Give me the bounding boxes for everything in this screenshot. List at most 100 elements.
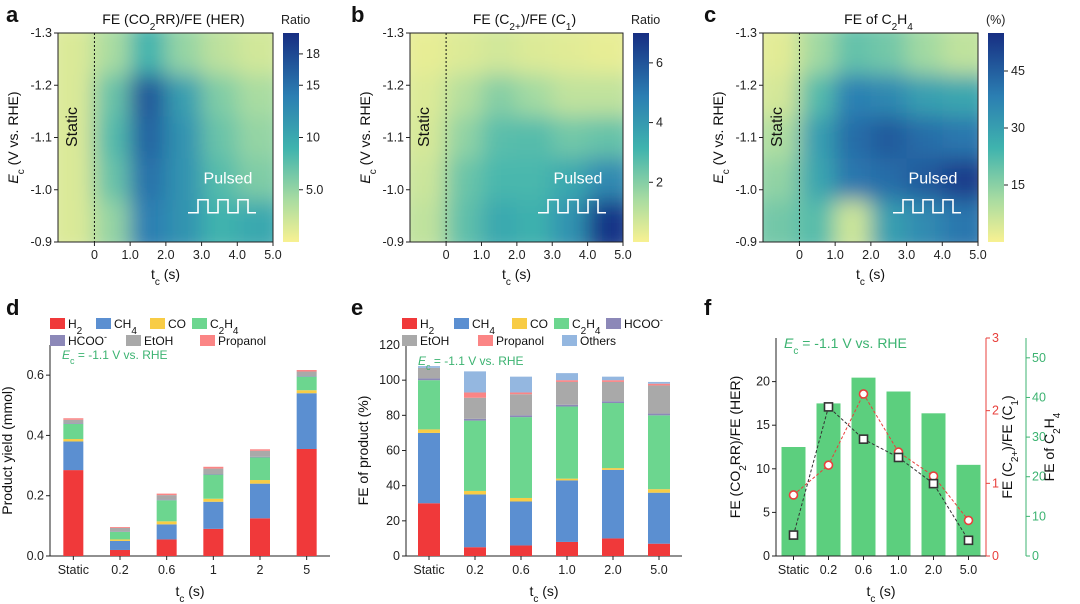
heatmap-cell <box>201 33 239 76</box>
co2rr-her-ratio-marker <box>823 402 834 412</box>
heatmap-cell <box>237 33 273 76</box>
bar-segment <box>203 501 224 529</box>
heatmap-cell <box>870 200 908 242</box>
bar-segment <box>510 497 532 502</box>
bar-segment <box>156 521 177 525</box>
right1-tick-label: 1 <box>992 476 999 490</box>
bar-segment <box>296 370 317 372</box>
left-tick-label: 15 <box>756 418 770 432</box>
x-tick-label: 0.6 <box>855 563 872 577</box>
colorbar-label: Ratio <box>281 13 310 27</box>
heatmap-cell <box>93 158 131 202</box>
subscript: 2 <box>429 326 435 337</box>
pulse-waveform-icon <box>893 198 961 214</box>
colorbar-tick-label: 45 <box>1011 64 1025 78</box>
heatmap-cell <box>58 200 95 242</box>
y-tick-label: -0.9 <box>382 235 404 249</box>
bar-segment <box>418 366 440 368</box>
legend-swatch <box>512 318 527 329</box>
panel-letter-b: b <box>351 2 364 27</box>
bar-segment <box>250 483 270 519</box>
text-part: FE (C <box>999 462 1015 499</box>
text-part: (s) <box>184 583 204 599</box>
static-label: Static <box>416 107 433 147</box>
c2h4-bar <box>886 391 911 556</box>
right2-tick-label: 0 <box>1032 549 1039 563</box>
heatmap-cell <box>165 33 203 76</box>
bar-segment <box>510 417 532 498</box>
subscript: 2+ <box>509 22 521 33</box>
x-tick-label: 0.6 <box>512 563 529 577</box>
x-axis-label: tc (s) <box>856 266 885 288</box>
subscript: 4 <box>131 326 137 337</box>
bar-segment <box>464 490 486 495</box>
text-part: CO <box>530 317 548 331</box>
heatmap-cells <box>58 33 273 242</box>
panel-letter-a: a <box>6 2 19 27</box>
subscript: c <box>721 169 732 174</box>
heatmap-cell <box>237 158 273 202</box>
bar-segment <box>418 378 440 381</box>
legend-swatch <box>554 318 569 329</box>
bar-segment <box>250 480 270 484</box>
bar-segment <box>250 449 270 451</box>
heatmap-cell <box>942 33 978 76</box>
text-part: t <box>856 266 860 282</box>
heatmap-cell <box>445 74 482 118</box>
text-part: E <box>710 174 726 184</box>
heatmap-cell <box>58 158 95 202</box>
y-tick-label: 0.0 <box>27 549 44 563</box>
text-part: FE of C <box>844 11 891 27</box>
bar-segment <box>464 547 486 556</box>
heatmap-cell <box>942 158 978 202</box>
text-part: Propanol <box>496 334 544 348</box>
text-part: FE (C <box>473 11 510 27</box>
text-part: CH <box>472 317 489 331</box>
text-part: (s) <box>865 266 885 282</box>
heatmap-cell <box>165 158 203 202</box>
left-axis-label: FE (CO2RR)/FE (HER) <box>727 376 749 518</box>
legend-label: HCOO- <box>624 315 663 331</box>
x-tick-label: 2.0 <box>157 248 174 262</box>
bar-segment <box>464 397 486 419</box>
bar-segment <box>510 415 532 418</box>
right1-tick-label: 0 <box>992 549 999 563</box>
x-tick-label: 2.0 <box>508 248 525 262</box>
subscript: c <box>16 169 27 174</box>
legend-label: C2H4 <box>572 317 601 337</box>
bar-segment <box>418 367 440 379</box>
bar-segment <box>602 538 624 556</box>
colorbar-label: Ratio <box>631 13 660 27</box>
x-tick-label: 0 <box>443 248 450 262</box>
heatmap-cell <box>410 74 447 118</box>
text-part: FE (CO <box>727 471 743 519</box>
x-tick-label: 0 <box>91 248 98 262</box>
heatmap-cell <box>516 74 553 118</box>
y-axis-label: Ec (V vs. RHE) <box>5 91 27 183</box>
y-tick-label: 80 <box>386 408 400 422</box>
subscript: 4 <box>1052 412 1063 418</box>
heatmap-cell <box>481 158 518 202</box>
bar-segment <box>156 495 177 500</box>
condition-annotation: Ec = -1.1 V vs. RHE <box>784 335 907 357</box>
x-tick-label: 5.0 <box>969 248 986 262</box>
heatmap-field <box>763 33 978 242</box>
condition-annotation: Ec = -1.1 V vs. RHE <box>418 354 524 372</box>
heatmap-cell <box>870 158 908 202</box>
c2-c1-ratio-marker <box>823 460 834 470</box>
legend-swatch <box>606 318 621 329</box>
subscript: 2 <box>77 326 83 337</box>
legend-label: CH4 <box>472 317 495 337</box>
heatmap-cell <box>58 33 95 76</box>
left-tick-label: 5 <box>763 505 770 519</box>
static-label: Static <box>769 107 786 147</box>
text-part: )/FE (C <box>521 11 566 27</box>
x-tick-label: 1 <box>210 563 217 577</box>
bar-segment <box>110 540 130 550</box>
text-part: FE of C <box>1041 434 1057 481</box>
y-tick-label: -1.0 <box>735 183 757 197</box>
bar-segment <box>203 474 224 499</box>
legend-label: Propanol <box>496 334 544 348</box>
